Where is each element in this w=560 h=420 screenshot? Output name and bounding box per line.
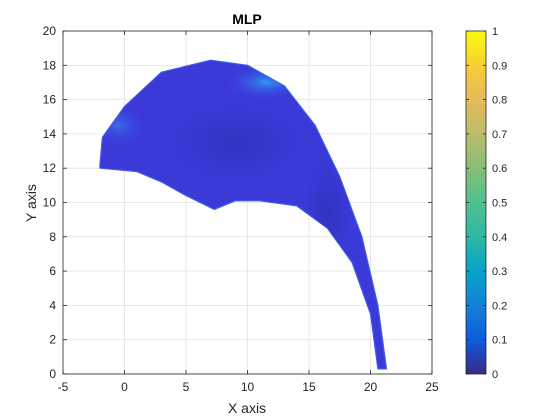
colorbar-tick-label: 0.9 xyxy=(492,60,507,72)
x-tick-label: 20 xyxy=(364,380,378,394)
y-tick-label: 2 xyxy=(49,333,56,347)
y-tick-label: 6 xyxy=(49,264,56,278)
y-tick-label: 12 xyxy=(43,161,57,175)
y-tick-label: 20 xyxy=(43,24,57,38)
heatmap-dark-zone xyxy=(165,102,305,182)
colorbar-tick-label: 0.5 xyxy=(492,198,507,210)
x-tick-label: 15 xyxy=(302,380,316,394)
colorbar-tick-label: 0.8 xyxy=(492,95,507,107)
chart-title: MLP xyxy=(232,11,262,27)
x-tick-label: 10 xyxy=(241,380,255,394)
y-tick-label: 16 xyxy=(43,93,57,107)
y-axis-label: Y axis xyxy=(23,184,39,222)
x-tick-label: 25 xyxy=(425,380,439,394)
y-tick-label: 18 xyxy=(43,58,57,72)
x-tick-label: 5 xyxy=(183,380,190,394)
y-tick-label: 4 xyxy=(49,298,56,312)
y-tick-label: 0 xyxy=(49,367,56,381)
y-tick-label: 14 xyxy=(43,127,57,141)
colorbar-tick-label: 1 xyxy=(492,26,498,38)
colorbar-tick-label: 0.1 xyxy=(492,335,507,347)
colorbar-tick-label: 0.3 xyxy=(492,266,507,278)
colorbar-tick-label: 0.6 xyxy=(492,163,507,175)
x-tick-label: -5 xyxy=(58,380,69,394)
x-axis-label: X axis xyxy=(228,400,266,416)
colorbar-tick-label: 0 xyxy=(492,369,498,381)
y-tick-label: 10 xyxy=(43,196,57,210)
colorbar-tick-label: 0.7 xyxy=(492,129,507,141)
colorbar-tick-label: 0.2 xyxy=(492,300,507,312)
x-tick-label: 0 xyxy=(121,380,128,394)
y-tick-label: 8 xyxy=(49,230,56,244)
colorbar-tick-label: 0.4 xyxy=(492,232,507,244)
